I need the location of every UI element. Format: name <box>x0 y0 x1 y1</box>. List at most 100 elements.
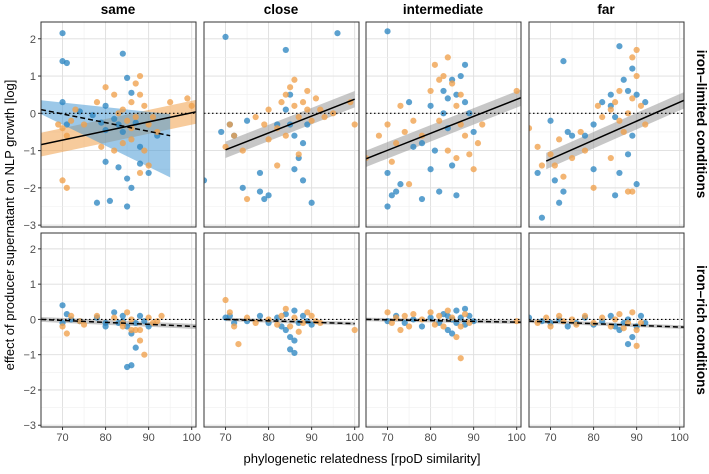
data-point-orange <box>474 140 482 147</box>
panel-grid <box>41 233 196 427</box>
data-point-orange <box>128 326 135 334</box>
data-point-blue <box>624 341 632 348</box>
x-tick-label: 70 <box>56 432 68 444</box>
data-point-orange <box>304 106 311 113</box>
data-point-blue <box>136 160 144 167</box>
regression-line <box>41 111 196 146</box>
data-point-blue <box>287 333 294 341</box>
data-point-orange <box>235 341 242 348</box>
data-point-orange <box>444 147 451 154</box>
data-point-orange <box>111 314 118 321</box>
data-point-blue <box>431 147 438 154</box>
data-point-orange <box>444 54 451 61</box>
data-point-blue <box>299 312 307 319</box>
data-point-blue <box>624 151 632 158</box>
data-point-orange <box>226 121 233 128</box>
data-point-orange <box>304 309 311 316</box>
data-point-orange <box>616 87 623 95</box>
x-axis-title: phylogenetic relatedness [rpoD similarit… <box>244 451 481 466</box>
data-point-orange <box>132 113 139 121</box>
data-point-orange <box>594 102 601 109</box>
data-point-orange <box>154 318 161 325</box>
data-point-orange <box>633 326 640 334</box>
data-point-orange <box>141 102 148 109</box>
data-point-orange <box>167 99 174 106</box>
data-point-orange <box>629 54 636 61</box>
data-point-orange <box>184 95 191 102</box>
x-tick-label: 100 <box>508 432 526 444</box>
regression-line-dashed <box>225 318 355 325</box>
panel-grid <box>529 233 684 427</box>
data-point-orange <box>59 177 66 184</box>
panel-border <box>528 232 685 428</box>
data-point-orange <box>384 309 391 316</box>
data-point-blue <box>63 121 70 128</box>
panel-border <box>203 21 360 228</box>
panel-r1-c3: 70 80 90 100 <box>528 232 689 444</box>
facet-label-iron-rich: iron–rich conditions <box>694 265 709 395</box>
data-point-orange <box>299 319 307 327</box>
data-point-orange <box>141 147 148 154</box>
data-point-orange <box>102 84 109 91</box>
y-axis-title: effect of producer supernatant on NLP gr… <box>2 80 17 371</box>
data-point-orange <box>612 99 619 106</box>
data-point-orange <box>410 311 417 318</box>
confidence-band <box>529 319 684 329</box>
data-point-blue <box>616 169 623 177</box>
regression-line <box>225 98 355 151</box>
data-point-blue <box>581 132 589 139</box>
data-point-orange <box>136 337 144 344</box>
data-point-orange <box>457 121 464 128</box>
data-point-blue <box>629 132 636 139</box>
panel-border <box>365 21 522 228</box>
data-point-blue <box>538 214 546 221</box>
x-tick-label: 70 <box>544 432 556 444</box>
data-point-blue <box>401 319 408 327</box>
panel-r0-c0: −3 −2 −1 0 1 2 <box>23 21 197 232</box>
data-point-orange <box>111 91 118 98</box>
data-point-orange <box>295 328 302 335</box>
data-point-orange <box>397 326 404 334</box>
data-point-orange <box>265 136 272 143</box>
data-point-orange <box>243 195 251 203</box>
data-point-orange <box>461 311 469 318</box>
data-point-orange <box>291 102 298 109</box>
data-point-orange <box>453 154 460 162</box>
data-point-blue <box>128 89 135 96</box>
data-point-orange <box>397 102 404 109</box>
data-point-orange <box>119 323 126 330</box>
data-point-blue <box>393 188 400 195</box>
data-point-orange <box>620 128 627 136</box>
data-point-orange <box>384 121 391 128</box>
data-point-orange <box>317 106 324 113</box>
x-tick-label: 70 <box>381 432 393 444</box>
data-point-orange <box>68 312 75 319</box>
data-point-orange <box>59 125 66 132</box>
data-point-orange <box>642 121 649 128</box>
data-point-blue <box>119 50 126 57</box>
data-point-orange <box>405 181 413 188</box>
data-point-orange <box>80 121 88 128</box>
data-point-orange <box>624 110 632 117</box>
data-point-orange <box>529 125 533 132</box>
data-point-blue <box>418 140 426 147</box>
data-point-orange <box>287 84 294 91</box>
data-point-blue <box>115 164 122 171</box>
data-point-blue <box>449 162 456 169</box>
data-point-blue <box>427 166 434 173</box>
data-point-blue <box>384 28 391 35</box>
data-point-orange <box>72 106 79 113</box>
data-point-orange <box>141 351 148 358</box>
x-tick-label: 80 <box>262 432 274 444</box>
data-point-orange <box>479 121 486 128</box>
data-point-orange <box>278 312 285 319</box>
panel-grid <box>204 22 359 227</box>
data-point-orange <box>111 147 118 154</box>
data-point-orange <box>401 312 408 319</box>
data-point-blue <box>334 30 341 37</box>
data-point-blue <box>102 158 109 165</box>
data-point-blue <box>607 312 614 319</box>
data-point-orange <box>136 72 144 80</box>
data-point-blue <box>633 181 640 188</box>
data-point-blue <box>470 128 477 136</box>
